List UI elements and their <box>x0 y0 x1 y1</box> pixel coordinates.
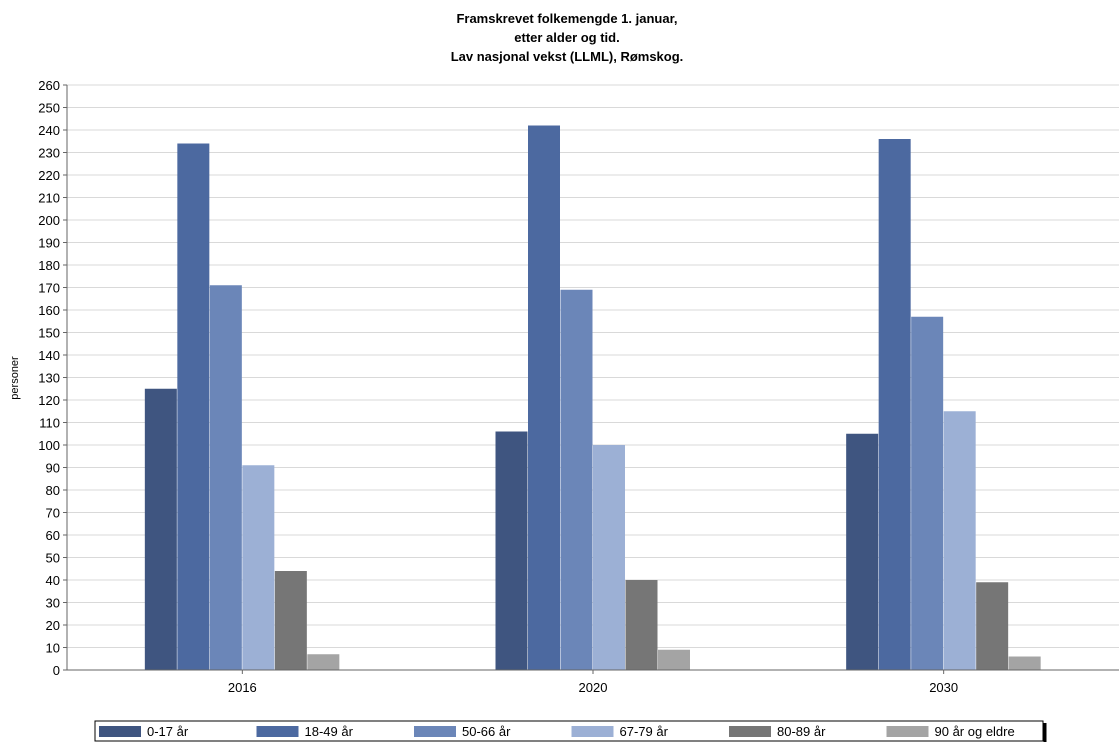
bars <box>144 125 1041 670</box>
legend-label: 67-79 år <box>620 724 669 739</box>
y-axis-label: personer <box>9 356 21 400</box>
y-tick-label: 40 <box>46 573 60 588</box>
bar <box>846 433 879 670</box>
chart-title-line-3: Lav nasjonal vekst (LLML), Rømskog. <box>451 49 684 64</box>
y-tick-label: 140 <box>38 348 60 363</box>
bar <box>625 580 658 670</box>
y-tick-label: 0 <box>53 663 60 678</box>
y-tick-label: 70 <box>46 506 60 521</box>
legend-label: 80-89 år <box>777 724 826 739</box>
bar <box>911 316 944 670</box>
y-tick-label: 200 <box>38 213 60 228</box>
bar <box>242 465 275 670</box>
y-tick-label: 80 <box>46 483 60 498</box>
y-tick-label: 50 <box>46 551 60 566</box>
y-tick-label: 150 <box>38 326 60 341</box>
y-tick-label: 210 <box>38 191 60 206</box>
legend-label: 0-17 år <box>147 724 189 739</box>
y-tick-label: 110 <box>39 416 60 431</box>
y-tick-label: 220 <box>38 168 60 183</box>
y-tick-label: 20 <box>46 618 60 633</box>
legend-swatch <box>571 726 614 737</box>
y-tick-label: 130 <box>38 371 60 386</box>
y-tick-label: 100 <box>38 438 60 453</box>
y-tick-label: 160 <box>38 303 60 318</box>
bar <box>144 388 177 670</box>
legend-label: 50-66 år <box>462 724 511 739</box>
bar <box>1008 656 1041 670</box>
y-tick-label: 30 <box>46 596 60 611</box>
legend-swatch <box>729 726 771 737</box>
chart-title-line-1: Framskrevet folkemengde 1. januar, <box>456 11 677 26</box>
legend-label: 90 år og eldre <box>935 724 1015 739</box>
y-tick-label: 190 <box>38 236 60 251</box>
legend-swatch <box>414 726 456 737</box>
bar <box>528 125 560 670</box>
y-tick-label: 260 <box>38 78 60 93</box>
y-tick-label: 90 <box>46 461 60 476</box>
bar <box>495 431 528 670</box>
bar <box>177 143 210 670</box>
legend-swatch <box>886 726 929 737</box>
legend-box <box>94 720 1044 742</box>
bar <box>943 411 976 670</box>
bar <box>658 649 690 670</box>
legend-label: 18-49 år <box>305 724 354 739</box>
bar <box>274 571 307 670</box>
y-tick-label: 240 <box>38 123 60 138</box>
bar <box>878 139 911 670</box>
y-tick-label: 250 <box>38 101 60 116</box>
y-tick-label: 120 <box>38 393 60 408</box>
y-tick-label: 230 <box>38 146 60 161</box>
y-tick-label: 10 <box>46 641 60 656</box>
legend-swatch <box>256 726 299 737</box>
y-tick-label: 180 <box>38 258 60 273</box>
bar <box>593 445 625 670</box>
y-tick-label: 60 <box>46 528 60 543</box>
x-axis-ticks: 2016 2020 2030 <box>228 670 958 695</box>
chart-title-line-2: etter alder og tid. <box>514 30 619 45</box>
legend-swatch <box>99 726 141 737</box>
y-axis-ticks: 0 10 20 30 40 50 60 70 80 90 100 110 120 130 140 150 160… <box>38 78 67 678</box>
x-tick-label: 2016 <box>228 680 257 695</box>
bar <box>307 654 340 670</box>
bar <box>209 285 242 670</box>
bar <box>560 289 593 670</box>
x-tick-label: 2020 <box>579 680 608 695</box>
bar <box>976 582 1009 670</box>
legend: 0-17 år 18-49 år 50-66 år 67-79 år 80-89 år 9… <box>94 720 1047 742</box>
y-tick-label: 170 <box>38 281 60 296</box>
x-tick-label: 2030 <box>929 680 958 695</box>
chart-title: Framskrevet folkemengde 1. januar, etter… <box>451 11 684 64</box>
